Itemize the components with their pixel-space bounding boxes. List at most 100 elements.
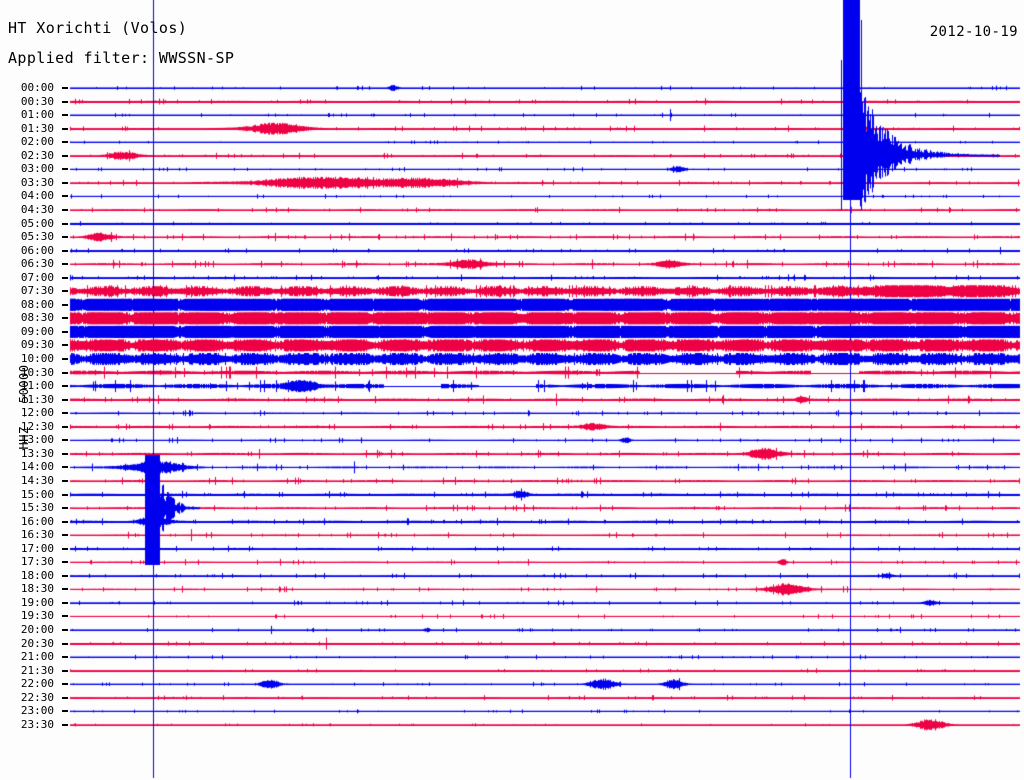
time-label: 23:00 — [20, 704, 54, 718]
axis-tick — [62, 601, 68, 604]
time-label: 03:00 — [20, 162, 54, 176]
axis-tick — [62, 276, 68, 279]
page-title: HT Xorichti (Volos) — [8, 19, 188, 37]
time-label: 04:00 — [20, 189, 54, 203]
axis-tick — [62, 114, 68, 117]
time-label: 19:00 — [20, 595, 54, 609]
time-label: 02:30 — [20, 148, 54, 162]
axis-tick — [62, 466, 68, 469]
time-label: 06:30 — [20, 257, 54, 271]
axis-tick — [62, 493, 68, 496]
axis-tick — [62, 168, 68, 171]
time-label: 03:30 — [20, 175, 54, 189]
axis-tick — [62, 561, 68, 564]
time-label: 16:30 — [20, 528, 54, 542]
time-label: 12:30 — [20, 419, 54, 433]
time-label: 09:30 — [20, 338, 54, 352]
axis-tick — [62, 181, 68, 184]
time-label: 02:00 — [20, 135, 54, 149]
axis-tick — [62, 398, 68, 401]
time-label: 06:00 — [20, 243, 54, 257]
axis-tick — [62, 479, 68, 482]
axis-tick — [62, 723, 68, 726]
axis-tick — [62, 330, 68, 333]
axis-tick — [62, 358, 68, 360]
axis-tick — [62, 615, 68, 618]
axis-tick — [62, 588, 68, 591]
time-label: 20:30 — [20, 636, 54, 650]
axis-tick — [62, 236, 68, 239]
axis-tick — [62, 507, 68, 510]
header: HT Xorichti (Volos) Applied filter: WWSS… — [0, 0, 1024, 78]
axis-tick — [62, 100, 68, 103]
axis-tick — [62, 656, 68, 659]
axis-tick — [62, 127, 68, 130]
axis-tick — [62, 629, 68, 631]
time-label: 07:00 — [20, 270, 54, 284]
axis-tick — [62, 141, 68, 144]
axis-tick — [62, 263, 68, 266]
time-label: 00:00 — [20, 81, 54, 94]
axis-tick — [62, 195, 68, 198]
time-label: 19:30 — [20, 609, 54, 623]
axis-tick — [62, 425, 68, 428]
time-label: 16:00 — [20, 514, 54, 528]
axis-tick — [62, 87, 68, 89]
axis-tick — [62, 385, 68, 388]
axis-tick — [62, 520, 68, 523]
time-label: 18:30 — [20, 582, 54, 596]
time-label: 10:00 — [20, 352, 54, 365]
time-label: 08:00 — [20, 297, 54, 311]
time-label: 14:30 — [20, 473, 54, 487]
time-label: 05:00 — [20, 216, 54, 230]
time-label: 22:00 — [20, 677, 54, 691]
axis-tick — [62, 222, 68, 225]
axis-tick — [62, 439, 68, 442]
axis-tick — [62, 303, 68, 306]
date-label: 2012-10-19 — [929, 24, 1018, 40]
time-label: 13:30 — [20, 446, 54, 460]
time-label: 08:30 — [20, 311, 54, 325]
axis-tick — [62, 317, 68, 320]
time-label: 22:30 — [20, 690, 54, 704]
time-label: 15:00 — [20, 487, 54, 501]
time-label: 11:30 — [20, 392, 54, 406]
time-label: 00:30 — [20, 94, 54, 108]
time-label: 17:30 — [20, 555, 54, 569]
axis-tick — [62, 154, 68, 157]
filter-label: Applied filter: WWSSN-SP — [8, 49, 235, 67]
axis-tick — [62, 574, 68, 577]
time-label: 12:00 — [20, 406, 54, 420]
time-label: 13:00 — [20, 433, 54, 447]
time-label: 01:00 — [20, 108, 54, 122]
time-label: 23:30 — [20, 717, 54, 731]
time-label: 18:00 — [20, 568, 54, 582]
axis-tick — [62, 412, 68, 415]
time-label: 05:30 — [20, 230, 54, 244]
time-label: 20:00 — [20, 623, 54, 636]
axis-tick — [62, 344, 68, 347]
axis-tick — [62, 696, 68, 699]
axis-tick — [62, 249, 68, 252]
axis-tick — [62, 642, 68, 645]
time-label: 10:30 — [20, 365, 54, 379]
time-label: 04:30 — [20, 202, 54, 216]
axis-tick — [62, 452, 68, 455]
time-label: 11:00 — [20, 379, 54, 393]
time-label: 07:30 — [20, 284, 54, 298]
time-label: 21:30 — [20, 663, 54, 677]
time-label: 01:30 — [20, 121, 54, 135]
axis-tick — [62, 290, 68, 293]
axis-tick — [62, 683, 68, 686]
time-label: 17:00 — [20, 541, 54, 555]
axis-tick — [62, 669, 68, 672]
time-label: 09:00 — [20, 324, 54, 338]
time-label: 15:30 — [20, 501, 54, 515]
time-label: 21:00 — [20, 650, 54, 664]
axis-tick — [62, 547, 68, 550]
axis-tick — [62, 208, 68, 211]
axis-tick — [62, 371, 68, 374]
time-label: 14:00 — [20, 460, 54, 474]
